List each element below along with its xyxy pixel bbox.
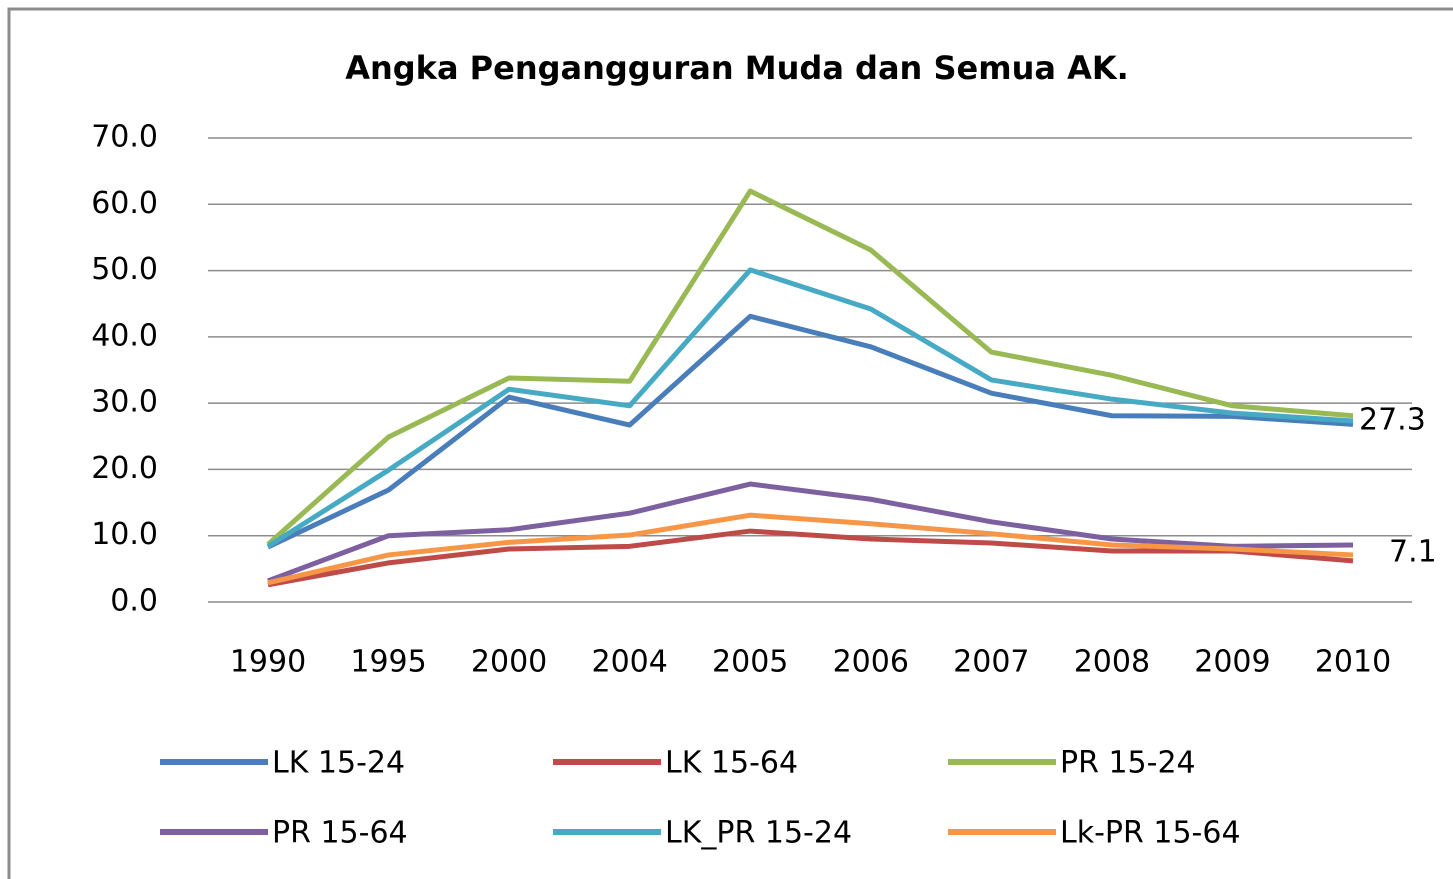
legend-label: LK 15-24 bbox=[272, 746, 405, 781]
legend-label: PR 15-24 bbox=[1060, 746, 1196, 781]
x-tick-label: 2009 bbox=[1194, 645, 1270, 680]
x-tick-label: 2008 bbox=[1074, 645, 1150, 680]
series-line bbox=[266, 313, 1354, 550]
x-tick-label: 2000 bbox=[471, 645, 547, 680]
y-tick-label: 60.0 bbox=[91, 186, 158, 221]
y-tick-label: 70.0 bbox=[91, 120, 158, 155]
x-tick-label: 2005 bbox=[712, 645, 788, 680]
series-line bbox=[267, 481, 1354, 584]
chart-frame bbox=[7, 7, 1453, 879]
legend-label: LK_PR 15-24 bbox=[665, 816, 852, 851]
series-line bbox=[266, 188, 1354, 547]
x-tick-label: 2010 bbox=[1315, 645, 1391, 680]
chart-title: Angka Pengangguran Muda dan Semua AK. bbox=[345, 49, 1129, 87]
x-tick-label: 2007 bbox=[953, 645, 1029, 680]
data-label: 27.3 bbox=[1359, 403, 1426, 438]
legend-label: PR 15-64 bbox=[272, 816, 408, 851]
legend-label: LK 15-64 bbox=[665, 746, 798, 781]
y-tick-label: 10.0 bbox=[91, 517, 158, 552]
x-tick-label: 1995 bbox=[350, 645, 426, 680]
y-tick-label: 20.0 bbox=[91, 451, 158, 486]
y-tick-label: 40.0 bbox=[91, 318, 158, 353]
x-tick-label: 2004 bbox=[591, 645, 667, 680]
x-tick-label: 2006 bbox=[833, 645, 909, 680]
y-tick-label: 30.0 bbox=[91, 385, 158, 420]
series-line bbox=[267, 528, 1354, 588]
x-tick-label: 1990 bbox=[230, 645, 306, 680]
legend-label: Lk-PR 15-64 bbox=[1060, 816, 1241, 851]
y-tick-label: 0.0 bbox=[110, 584, 158, 619]
series-line bbox=[266, 267, 1354, 549]
y-tick-label: 50.0 bbox=[91, 252, 158, 287]
series-line bbox=[267, 512, 1354, 586]
data-label: 7.1 bbox=[1389, 534, 1437, 569]
